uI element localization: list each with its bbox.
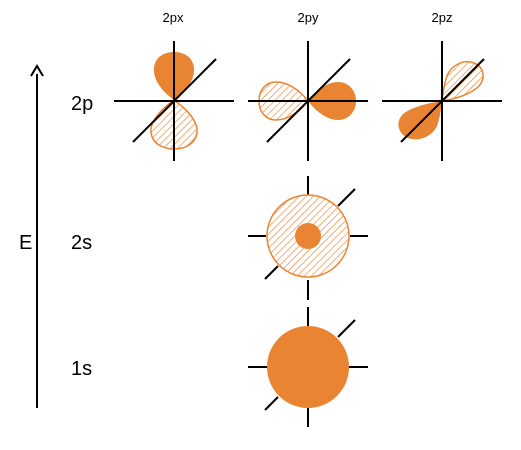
- energy-axis: [30, 64, 44, 408]
- orbital-2s-inner-core: [295, 223, 321, 249]
- orbital-1s: [248, 307, 368, 427]
- orbital-2px-axis-z: [132, 58, 217, 143]
- orbital-label-2py: 2py: [298, 10, 319, 25]
- orbital-label-2pz: 2pz: [432, 10, 453, 25]
- orbital-1s-sphere: [267, 326, 349, 408]
- orbital-2px: [114, 41, 234, 161]
- orbital-2py-axis-z: [266, 58, 351, 143]
- level-label-1s: 1s: [71, 358, 92, 380]
- orbital-2pz-axis-z: [400, 58, 485, 143]
- orbital-label-2px: 2px: [163, 10, 184, 25]
- orbital-2py: [248, 41, 368, 161]
- orbital-2s: [248, 176, 368, 300]
- level-label-2s: 2s: [71, 232, 92, 254]
- orbital-2pz: [382, 41, 502, 161]
- level-label-2p: 2p: [71, 93, 93, 115]
- energy-axis-label: E: [19, 232, 32, 254]
